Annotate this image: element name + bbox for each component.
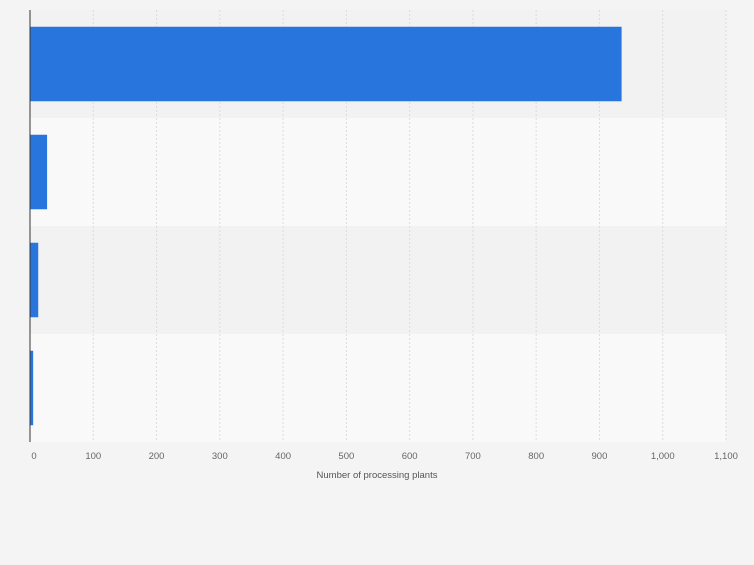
- x-tick-label: 1,000: [651, 451, 675, 462]
- x-tick-label: 1,100: [714, 451, 738, 462]
- x-tick-label: 0: [31, 451, 36, 462]
- row-band: [30, 118, 726, 226]
- x-tick-label: 600: [402, 451, 418, 462]
- x-tick-label: 700: [465, 451, 481, 462]
- row-band: [30, 226, 726, 334]
- bars: [30, 26, 622, 426]
- x-tick-label: 200: [149, 451, 165, 462]
- x-tick-label: 900: [592, 451, 608, 462]
- x-tick-label: 300: [212, 451, 228, 462]
- x-axis-ticks: 0 100 200 300 400 500 600 700 800 900 1,000 1,100: [31, 451, 738, 462]
- x-tick-label: 500: [338, 451, 354, 462]
- row-band: [30, 334, 726, 442]
- x-tick-label: 800: [528, 451, 544, 462]
- bar: [30, 26, 622, 102]
- x-tick-label: 100: [85, 451, 101, 462]
- x-tick-label: 400: [275, 451, 291, 462]
- bar: [30, 350, 34, 426]
- bar: [30, 242, 39, 318]
- x-axis-label: Number of processing plants: [317, 470, 438, 481]
- bar: [30, 134, 48, 210]
